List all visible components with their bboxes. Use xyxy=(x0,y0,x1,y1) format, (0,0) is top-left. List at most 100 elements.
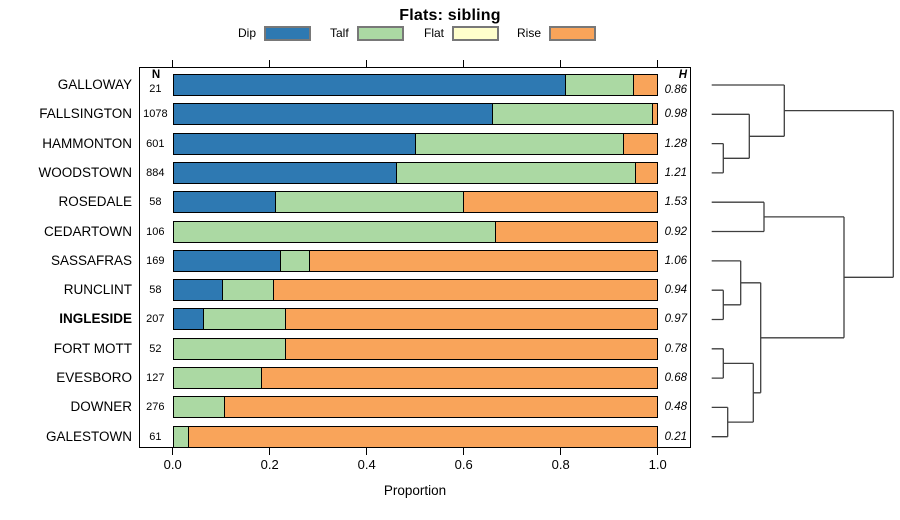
legend-label: Dip xyxy=(238,26,257,40)
bar-segment-dip xyxy=(173,104,493,125)
row-label: FORT MOTT xyxy=(53,340,132,356)
row-label: EVESBORO xyxy=(56,370,132,386)
axis-tick-label: 0.2 xyxy=(260,457,279,472)
bar xyxy=(172,396,658,419)
axis-tick-bottom xyxy=(269,448,271,455)
h-value: 0.94 xyxy=(664,284,687,297)
h-value: 0.97 xyxy=(664,313,687,326)
bar-segment-dip xyxy=(173,192,276,213)
axis-tick-top xyxy=(657,60,659,67)
bar-segment-dip xyxy=(173,250,280,271)
dendrogram-lines xyxy=(711,84,894,438)
n-column-header: N xyxy=(151,69,161,81)
legend-label: Talf xyxy=(330,26,349,40)
x-axis-title: Proportion xyxy=(383,483,447,498)
axis-tick-label: 0.8 xyxy=(551,457,570,472)
n-value: 58 xyxy=(149,196,162,209)
bar xyxy=(172,308,658,331)
chart-title: Flats: sibling xyxy=(399,7,501,24)
n-value: 106 xyxy=(146,225,165,238)
axis-tick-bottom xyxy=(657,448,659,455)
row-label: CEDARTOWN xyxy=(43,223,132,239)
axis-tick-bottom xyxy=(560,448,562,455)
bar xyxy=(172,191,658,214)
bar-segment-rise xyxy=(284,309,657,330)
axis-tick-bottom xyxy=(172,448,174,455)
row-label: RUNCLINT xyxy=(63,282,132,298)
n-value: 601 xyxy=(146,137,165,150)
bar xyxy=(172,249,658,272)
h-value: 0.68 xyxy=(664,372,687,385)
bar-segment-dip xyxy=(173,75,565,95)
axis-tick-bottom xyxy=(463,448,465,455)
bar-segment-rise xyxy=(632,75,657,95)
bar-segment-talf xyxy=(173,426,189,447)
bar xyxy=(172,161,658,184)
bar-segment-rise xyxy=(188,426,657,447)
legend-swatch-dip xyxy=(264,26,312,41)
bar xyxy=(172,74,658,96)
h-value: 1.06 xyxy=(664,254,687,267)
h-value: 0.86 xyxy=(664,84,687,96)
n-value: 276 xyxy=(146,401,165,414)
n-value: 61 xyxy=(149,430,162,443)
n-value: 52 xyxy=(149,342,162,355)
row-label: GALESTOWN xyxy=(45,428,132,444)
row-label: ROSEDALE xyxy=(58,194,132,210)
bar-segment-rise xyxy=(284,338,657,359)
bar-segment-dip xyxy=(173,309,203,330)
bar-segment-rise xyxy=(272,280,657,301)
h-value: 1.21 xyxy=(664,166,687,179)
h-value: 1.53 xyxy=(664,196,687,209)
h-value: 0.21 xyxy=(664,430,687,443)
h-value: 1.28 xyxy=(664,137,687,150)
axis-tick-bottom xyxy=(366,448,368,455)
axis-tick-top xyxy=(463,60,465,67)
n-value: 127 xyxy=(146,372,165,385)
axis-tick-top xyxy=(269,60,271,67)
row-label: GALLOWAY xyxy=(57,77,132,92)
bar-segment-talf xyxy=(173,368,261,389)
legend-swatch-rise xyxy=(549,26,597,41)
n-value: 207 xyxy=(146,313,165,326)
h-value: 0.98 xyxy=(664,108,687,121)
legend-item-dip: Dip xyxy=(238,26,312,41)
bar-segment-talf xyxy=(415,133,623,154)
n-value: 884 xyxy=(146,166,165,179)
row-label: FALLSINGTON xyxy=(39,106,132,122)
axis-tick-label: 0.6 xyxy=(454,457,473,472)
bar xyxy=(172,337,658,360)
bar-segment-talf xyxy=(564,75,633,95)
bar xyxy=(172,279,658,302)
bar-segment-talf xyxy=(173,338,285,359)
legend-swatch-flat xyxy=(452,26,500,41)
n-value: 58 xyxy=(149,284,162,297)
bar-segment-rise xyxy=(651,104,657,125)
bar-segment-talf xyxy=(275,192,464,213)
h-column-header: H xyxy=(678,69,687,81)
h-value: 0.78 xyxy=(664,342,687,355)
row-label: INGLESIDE xyxy=(59,311,132,327)
axis-tick-label: 0.4 xyxy=(357,457,376,472)
bar-segment-rise xyxy=(622,133,657,154)
h-value: 0.92 xyxy=(664,225,687,238)
bar-segment-rise xyxy=(634,162,657,183)
bar-segment-dip xyxy=(173,162,396,183)
bar-segment-talf xyxy=(173,397,225,418)
row-label: SASSAFRAS xyxy=(50,252,132,268)
legend-item-flat: Flat xyxy=(424,26,500,41)
row-label: DOWNER xyxy=(70,399,133,415)
bar xyxy=(172,103,658,126)
legend-item-talf: Talf xyxy=(330,26,404,41)
bar-segment-rise xyxy=(494,221,657,242)
n-value: 21 xyxy=(149,83,162,95)
axis-tick-top xyxy=(560,60,562,67)
n-value: 169 xyxy=(146,254,165,267)
bar-segment-talf xyxy=(395,162,635,183)
bar-segment-dip xyxy=(173,133,416,154)
bar-segment-talf xyxy=(279,250,309,271)
bar xyxy=(172,132,658,155)
bar-segment-talf xyxy=(173,221,495,242)
bar-segment-rise xyxy=(224,397,657,418)
